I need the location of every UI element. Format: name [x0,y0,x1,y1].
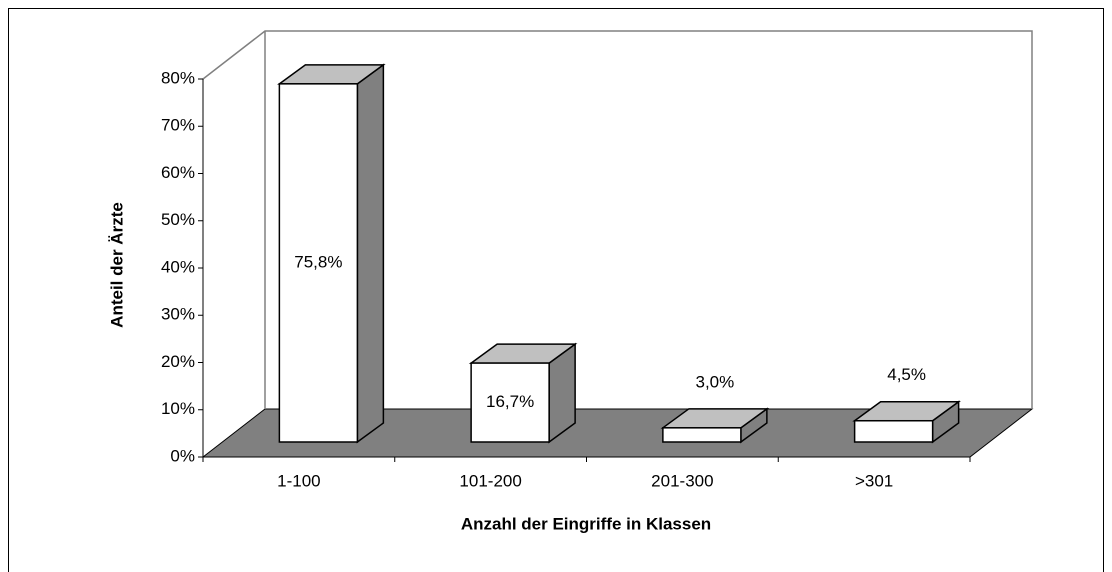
bar-front [470,362,550,443]
data-label: 16,7% [486,392,534,411]
y-axis-title: Anteil der Ärzte [107,202,126,328]
x-tick-label: >301 [855,471,893,490]
data-label: 75,8% [294,252,342,271]
bar [852,400,961,444]
y-tick-label: 20% [161,352,195,371]
y-tick-label: 80% [161,68,195,87]
bar [660,407,770,444]
x-tick-label: 101-200 [459,471,521,490]
x-axis-title: Anzahl der Eingriffe in Klassen [461,514,711,533]
back-wall [202,30,1033,409]
bar-front [662,427,742,443]
x-tick-label: 1-100 [277,471,320,490]
y-tick-label: 30% [161,305,195,324]
bar [468,342,578,444]
y-tick-label: 50% [161,210,195,229]
bar-side [356,63,385,444]
y-tick-label: 40% [161,257,195,276]
y-tick-label: 0% [170,446,195,465]
y-tick-label: 70% [161,116,195,135]
bar-front [853,419,934,443]
data-label: 3,0% [696,372,735,391]
y-tick-label: 10% [161,399,195,418]
y-tick-label: 60% [161,163,195,182]
data-label: 4,5% [887,365,926,384]
bar [277,63,386,444]
frame [8,8,1104,572]
bar-front [278,83,359,443]
x-tick-label: 201-300 [651,471,713,490]
